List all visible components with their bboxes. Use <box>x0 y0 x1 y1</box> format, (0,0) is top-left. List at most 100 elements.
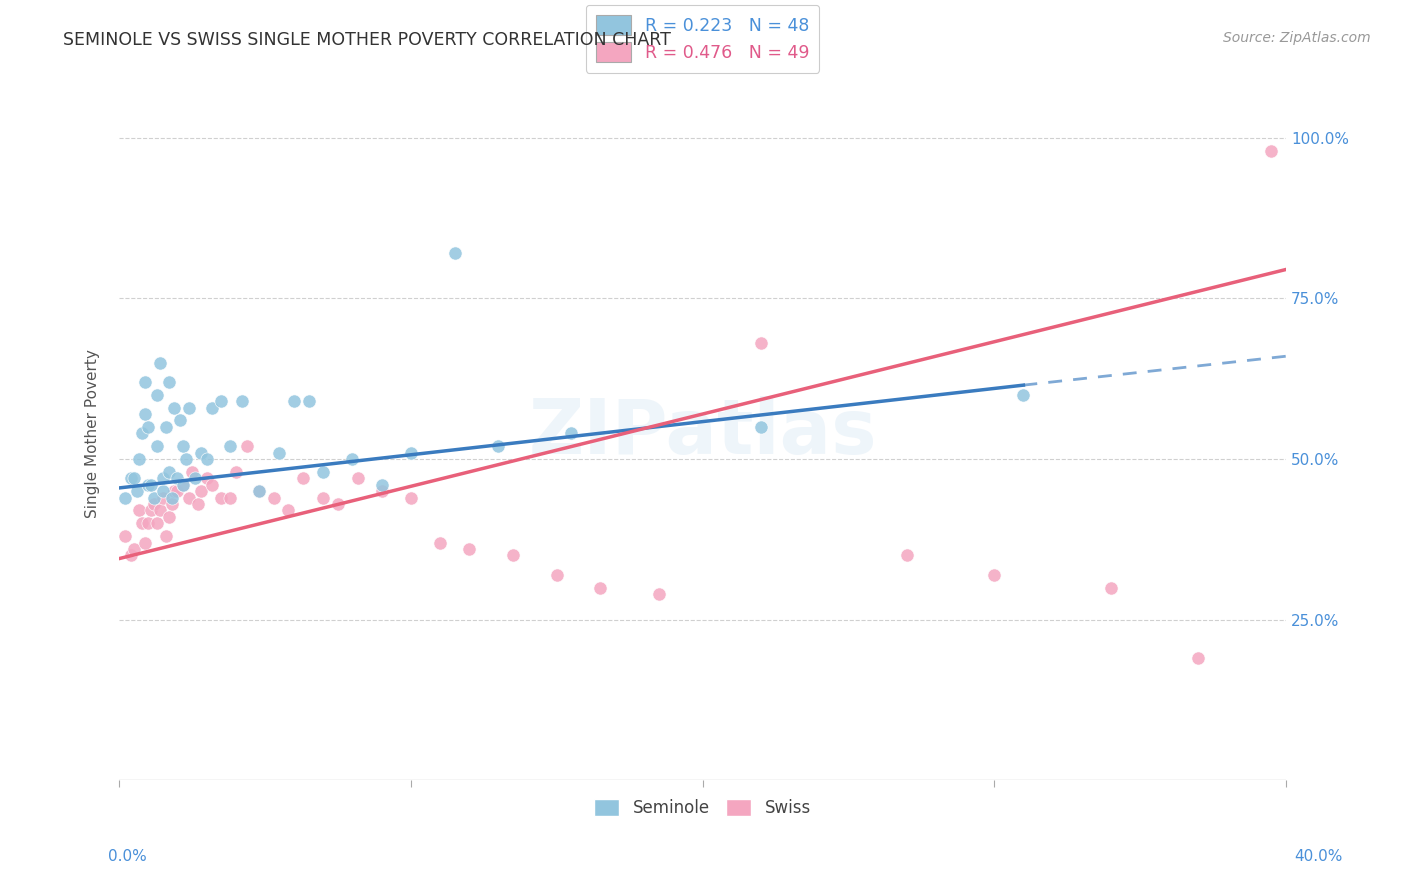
Point <box>114 529 136 543</box>
Point <box>195 471 218 485</box>
Text: SEMINOLE VS SWISS SINGLE MOTHER POVERTY CORRELATION CHART: SEMINOLE VS SWISS SINGLE MOTHER POVERTY … <box>63 31 671 49</box>
Point <box>139 477 162 491</box>
Point <box>157 375 180 389</box>
Point <box>219 491 242 505</box>
Point <box>166 471 188 485</box>
Point <box>120 471 142 485</box>
Point <box>190 484 212 499</box>
Point <box>146 516 169 531</box>
Point <box>184 471 207 485</box>
Point <box>486 439 509 453</box>
Point <box>749 336 772 351</box>
Point <box>399 491 422 505</box>
Point <box>163 484 186 499</box>
Point <box>502 549 524 563</box>
Point <box>1260 144 1282 158</box>
Point <box>560 426 582 441</box>
Point <box>546 567 568 582</box>
Point <box>190 445 212 459</box>
Point <box>143 497 166 511</box>
Point <box>146 388 169 402</box>
Y-axis label: Single Mother Poverty: Single Mother Poverty <box>86 349 100 517</box>
Point <box>749 420 772 434</box>
Text: ZIPatlas: ZIPatlas <box>529 396 877 470</box>
Point <box>114 491 136 505</box>
Point <box>648 587 671 601</box>
Point <box>139 503 162 517</box>
Point <box>134 407 156 421</box>
Point <box>181 465 204 479</box>
Point <box>201 477 224 491</box>
Point <box>983 567 1005 582</box>
Point <box>429 535 451 549</box>
Legend: Seminole, Swiss: Seminole, Swiss <box>588 792 817 824</box>
Point <box>136 477 159 491</box>
Point <box>370 477 392 491</box>
Point <box>247 484 270 499</box>
Point <box>399 445 422 459</box>
Point <box>209 394 232 409</box>
Point <box>277 503 299 517</box>
Point <box>152 471 174 485</box>
Point <box>122 541 145 556</box>
Point <box>163 401 186 415</box>
Point <box>136 420 159 434</box>
Point <box>172 477 194 491</box>
Point <box>1012 388 1035 402</box>
Point <box>231 394 253 409</box>
Point <box>169 413 191 427</box>
Point <box>370 484 392 499</box>
Point <box>122 471 145 485</box>
Point <box>458 541 481 556</box>
Point <box>219 439 242 453</box>
Point <box>269 445 291 459</box>
Point <box>177 491 200 505</box>
Point <box>152 484 174 499</box>
Point <box>155 420 177 434</box>
Point <box>326 497 349 511</box>
Point <box>152 491 174 505</box>
Point <box>128 452 150 467</box>
Point <box>236 439 259 453</box>
Point <box>589 581 612 595</box>
Point <box>157 465 180 479</box>
Point <box>263 491 285 505</box>
Point <box>157 509 180 524</box>
Point <box>131 426 153 441</box>
Point <box>125 484 148 499</box>
Point <box>155 529 177 543</box>
Point <box>312 491 335 505</box>
Point <box>160 497 183 511</box>
Text: Source: ZipAtlas.com: Source: ZipAtlas.com <box>1223 31 1371 45</box>
Point <box>172 477 194 491</box>
Point <box>347 471 370 485</box>
Point <box>149 356 172 370</box>
Point <box>298 394 321 409</box>
Point <box>143 491 166 505</box>
Point <box>896 549 918 563</box>
Point <box>160 491 183 505</box>
Point <box>201 401 224 415</box>
Point <box>177 401 200 415</box>
Point <box>1187 651 1209 665</box>
Point <box>195 452 218 467</box>
Point <box>134 375 156 389</box>
Point <box>166 484 188 499</box>
Point <box>342 452 364 467</box>
Point <box>120 549 142 563</box>
Point <box>187 497 209 511</box>
Point <box>174 452 197 467</box>
Point <box>291 471 314 485</box>
Point <box>443 246 465 260</box>
Point <box>146 439 169 453</box>
Point <box>149 503 172 517</box>
Point <box>134 535 156 549</box>
Point <box>225 465 247 479</box>
Text: 0.0%: 0.0% <box>108 849 148 863</box>
Point <box>1099 581 1122 595</box>
Point <box>172 439 194 453</box>
Point <box>136 516 159 531</box>
Point <box>209 491 232 505</box>
Point <box>128 503 150 517</box>
Text: 40.0%: 40.0% <box>1295 849 1343 863</box>
